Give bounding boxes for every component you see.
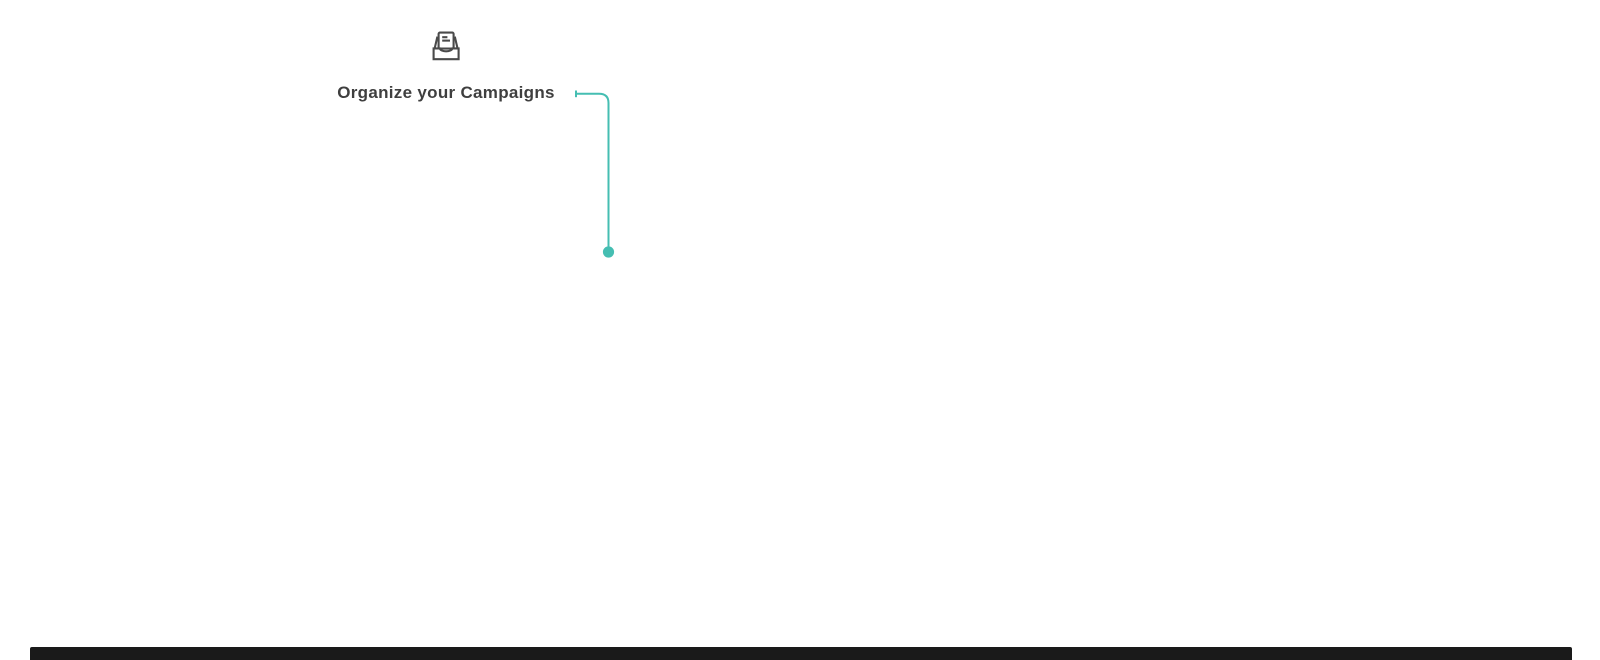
connector-line: [575, 90, 615, 258]
tour-step-callout: Organize your Campaigns: [322, 28, 570, 103]
inbox-campaigns-icon: [426, 28, 466, 68]
connector-elbow: [576, 92, 610, 247]
tour-step-title: Organize your Campaigns: [337, 83, 555, 102]
target-dot: [602, 246, 615, 258]
bottom-bar: [30, 647, 1572, 660]
